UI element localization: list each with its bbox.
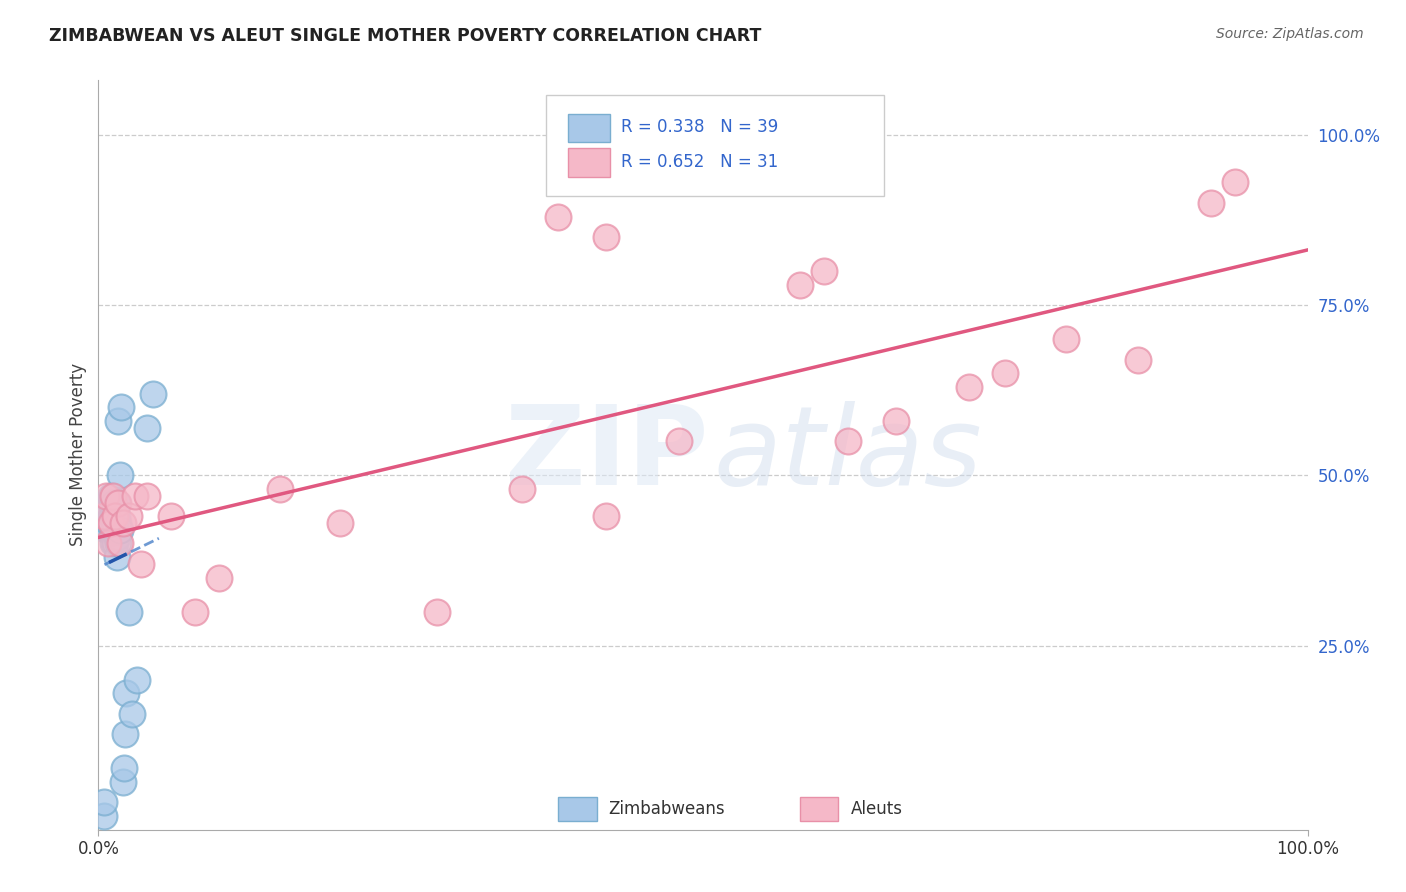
Point xyxy=(96,523,118,537)
Point xyxy=(107,536,129,550)
Point xyxy=(98,516,121,530)
Point xyxy=(1054,332,1077,346)
Point xyxy=(510,482,533,496)
Point xyxy=(1199,195,1222,210)
Point xyxy=(93,795,115,809)
FancyBboxPatch shape xyxy=(568,114,610,143)
Point xyxy=(105,509,128,524)
Point xyxy=(142,386,165,401)
Point xyxy=(107,414,129,428)
Point xyxy=(184,605,207,619)
Point xyxy=(98,523,121,537)
FancyBboxPatch shape xyxy=(800,797,838,821)
Point xyxy=(1223,176,1246,190)
Point xyxy=(789,277,811,292)
Point xyxy=(329,516,352,530)
Y-axis label: Single Mother Poverty: Single Mother Poverty xyxy=(69,363,87,547)
Point xyxy=(105,530,128,544)
Point xyxy=(101,489,124,503)
Point xyxy=(668,434,690,449)
Point xyxy=(994,366,1017,380)
Point xyxy=(103,523,125,537)
Text: atlas: atlas xyxy=(714,401,983,508)
Point xyxy=(100,516,122,530)
Point xyxy=(105,495,128,509)
Point xyxy=(105,550,128,565)
Point xyxy=(112,761,135,775)
Point xyxy=(103,495,125,509)
Point xyxy=(108,468,131,483)
Point xyxy=(94,489,117,503)
Point xyxy=(93,809,115,823)
Text: R = 0.338   N = 39: R = 0.338 N = 39 xyxy=(621,119,778,136)
FancyBboxPatch shape xyxy=(568,148,610,177)
Point xyxy=(595,509,617,524)
FancyBboxPatch shape xyxy=(546,95,884,196)
Point xyxy=(135,489,157,503)
FancyBboxPatch shape xyxy=(558,797,596,821)
Point xyxy=(110,401,132,415)
Point xyxy=(100,495,122,509)
Point xyxy=(115,686,138,700)
Point xyxy=(1128,352,1150,367)
Point xyxy=(100,509,122,524)
Point xyxy=(208,570,231,584)
Point xyxy=(269,482,291,496)
Point xyxy=(957,380,980,394)
Point xyxy=(127,673,149,687)
Text: Zimbabweans: Zimbabweans xyxy=(609,799,725,818)
Point xyxy=(100,516,122,530)
Point xyxy=(103,509,125,524)
Point xyxy=(108,523,131,537)
Point xyxy=(108,536,131,550)
Point xyxy=(101,509,124,524)
Point xyxy=(118,509,141,524)
Point xyxy=(97,495,120,509)
Point xyxy=(97,536,120,550)
Point xyxy=(595,230,617,244)
Point xyxy=(100,489,122,503)
Point xyxy=(97,509,120,524)
Point xyxy=(101,536,124,550)
Point xyxy=(813,264,835,278)
Text: R = 0.652   N = 31: R = 0.652 N = 31 xyxy=(621,153,778,171)
Point xyxy=(107,495,129,509)
Point xyxy=(97,509,120,524)
Point xyxy=(118,605,141,619)
Point xyxy=(121,706,143,721)
Text: Aleuts: Aleuts xyxy=(851,799,903,818)
Point xyxy=(107,516,129,530)
Point xyxy=(104,509,127,524)
Text: ZIMBABWEAN VS ALEUT SINGLE MOTHER POVERTY CORRELATION CHART: ZIMBABWEAN VS ALEUT SINGLE MOTHER POVERT… xyxy=(49,27,762,45)
Point xyxy=(98,502,121,516)
Point xyxy=(111,775,134,789)
Point xyxy=(104,536,127,550)
Point xyxy=(547,210,569,224)
Point xyxy=(111,516,134,530)
Text: ZIP: ZIP xyxy=(505,401,709,508)
Point xyxy=(104,516,127,530)
Point xyxy=(160,509,183,524)
Point xyxy=(135,420,157,434)
Text: Source: ZipAtlas.com: Source: ZipAtlas.com xyxy=(1216,27,1364,41)
Point xyxy=(93,509,115,524)
Point xyxy=(124,489,146,503)
Point xyxy=(426,605,449,619)
Point xyxy=(114,727,136,741)
Point xyxy=(837,434,859,449)
Point xyxy=(886,414,908,428)
Point xyxy=(129,557,152,571)
